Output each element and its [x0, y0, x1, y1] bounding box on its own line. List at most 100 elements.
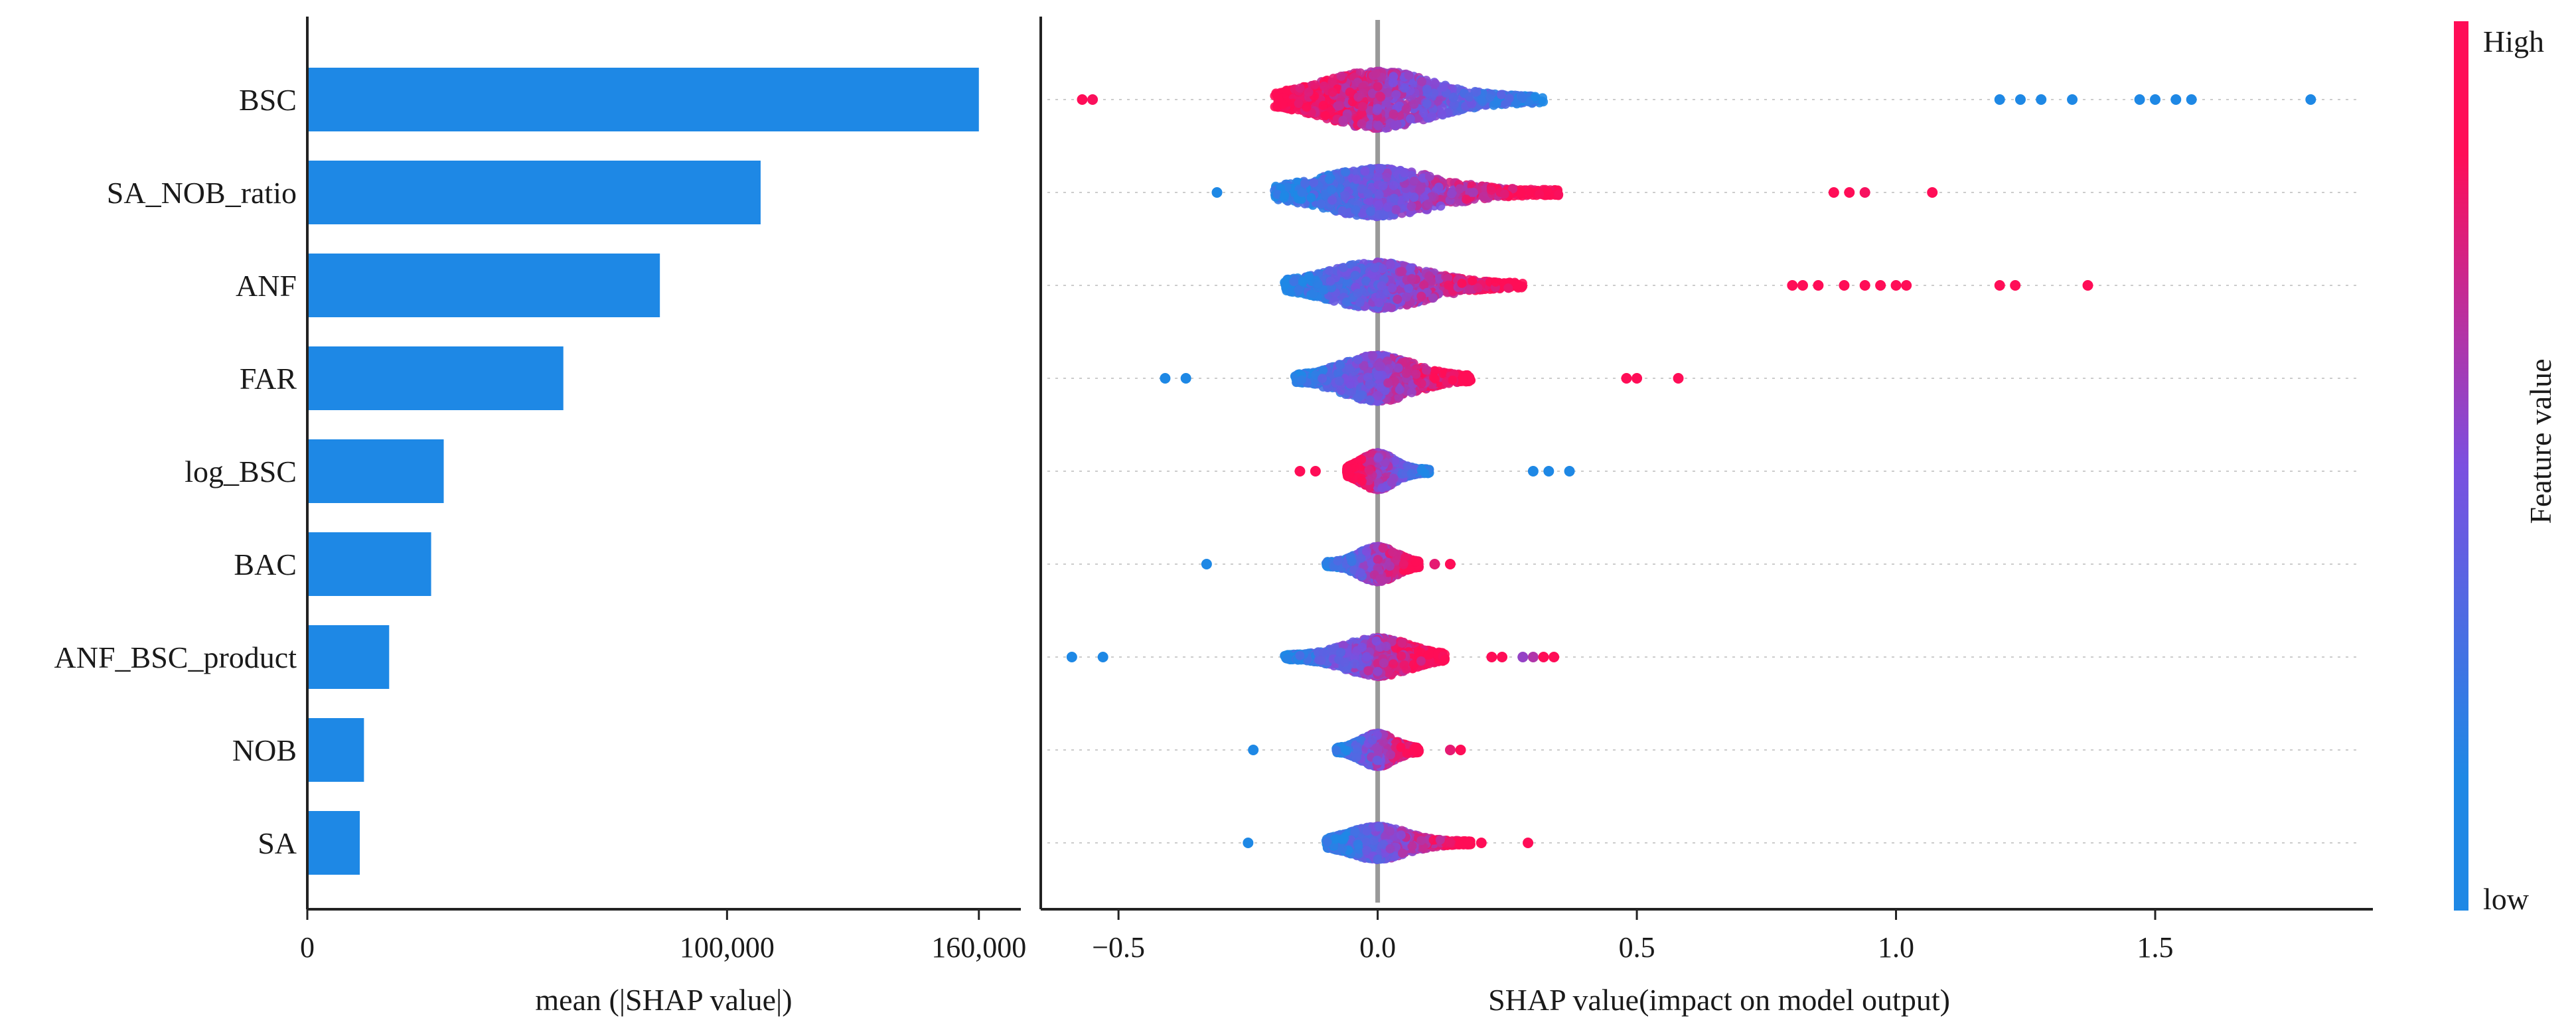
swarm-point: [1486, 185, 1496, 195]
swarm-marks: [1066, 66, 2316, 865]
swarm-outlier-point: [1839, 280, 1850, 291]
swarm-point: [1530, 92, 1540, 102]
bar-bsc: [307, 68, 979, 131]
swarm-point: [1406, 273, 1416, 283]
swarm-point: [1373, 171, 1383, 181]
swarm-outlier-point: [2067, 94, 2078, 105]
swarm-point: [1355, 297, 1365, 307]
swarm-point: [1286, 287, 1296, 297]
swarm-point: [1327, 195, 1337, 205]
swarm-outlier-point: [1844, 187, 1855, 198]
bar-x-tick-label: 160,000: [931, 931, 1026, 964]
bar-far: [307, 346, 564, 410]
swarm-point: [1326, 276, 1335, 286]
swarm-point: [1503, 283, 1513, 293]
bar-nob: [307, 718, 364, 782]
swarm-point: [1499, 189, 1509, 199]
swarm-point: [1310, 80, 1320, 90]
swarm-outlier-point: [2186, 94, 2197, 105]
swarm-point: [1393, 294, 1402, 304]
swarm-point: [1386, 259, 1396, 269]
bar-x-ticks: 0 100,000 160,000: [300, 909, 1026, 964]
swarm-point: [1405, 114, 1415, 124]
swarm-point: [1535, 189, 1545, 199]
swarm-outlier-point: [2134, 94, 2145, 105]
swarm-outlier-point: [2010, 280, 2021, 291]
swarm-point: [1389, 181, 1399, 190]
swarm-point: [1464, 92, 1474, 102]
swarm-point: [1335, 101, 1345, 111]
swarm-point: [1391, 204, 1401, 214]
swarm-point: [1424, 171, 1434, 181]
swarm-point: [1337, 206, 1347, 216]
bar-log-bsc: [307, 439, 444, 503]
swarm-outlier-point: [2305, 94, 2316, 105]
swarm-point: [1399, 168, 1409, 178]
bar-category-label: SA: [258, 826, 297, 860]
swarm-point: [1308, 289, 1318, 299]
swarm-outlier-point: [1077, 94, 1088, 105]
swarm-outlier-point: [1087, 94, 1099, 105]
swarm-point: [1526, 187, 1536, 197]
swarm-outlier-point: [1994, 94, 2005, 105]
beeswarm-panel: −0.5 0.0 0.5 1.0 1.5 SHAP value(impact on mo…: [1039, 17, 2373, 1017]
bar-category-label: FAR: [240, 362, 297, 396]
swarm-point: [1387, 283, 1397, 293]
swarm-point: [1327, 87, 1337, 97]
swarm-point: [1357, 102, 1367, 111]
bar-category-label: NOB: [232, 733, 297, 767]
swarm-point: [1409, 176, 1419, 186]
swarm-point: [1278, 100, 1288, 110]
swarm-point: [1464, 285, 1474, 295]
swarm-outlier-point: [1211, 187, 1223, 198]
swarm-point: [1338, 262, 1348, 272]
swarm-point: [1501, 100, 1511, 110]
swarm-point: [1437, 109, 1447, 119]
swarm-point: [1338, 115, 1348, 125]
swarm-point: [1360, 166, 1370, 176]
swarm-point: [1422, 99, 1432, 109]
swarm-point: [1434, 183, 1444, 192]
swarm-point: [1357, 184, 1367, 194]
swarm-point: [1341, 167, 1351, 177]
swarm-point: [1336, 71, 1346, 81]
swarm-point: [1404, 70, 1414, 80]
swarm-outlier-point: [2014, 94, 2026, 105]
swarm-point: [1357, 119, 1367, 129]
swarm-point: [1404, 283, 1414, 293]
bar-chart-panel: BSCSA_NOB_ratioANFFARlog_BSCBACANF_BSC_p…: [54, 17, 1026, 1017]
swarm-point: [1468, 276, 1477, 286]
swarm-outlier-point: [1875, 280, 1886, 291]
swarm-outlier-point: [1859, 280, 1870, 291]
bar-sa: [307, 811, 360, 875]
swarm-point: [1424, 271, 1434, 281]
swarm-point: [1406, 202, 1416, 212]
swarm-point: [1543, 186, 1553, 196]
swarm-point: [1428, 293, 1438, 303]
swarm-row-bsc: [1077, 66, 2316, 133]
swarm-point: [1373, 121, 1383, 131]
swarm-point: [1318, 100, 1328, 110]
bar-anf: [307, 254, 660, 317]
swarm-point: [1406, 263, 1416, 273]
swarm-outlier-point: [1890, 280, 1902, 291]
swarm-point: [1373, 82, 1383, 92]
swarm-outlier-point: [2150, 94, 2161, 105]
swarm-point: [1436, 201, 1446, 211]
swarm-point: [1351, 175, 1361, 185]
swarm-point: [1320, 111, 1330, 121]
swarm-point: [1416, 76, 1426, 86]
swarm-outlier-point: [1813, 280, 1824, 291]
swarm-point: [1378, 181, 1388, 190]
swarm-point: [1554, 189, 1564, 199]
swarm-outlier-point: [1828, 187, 1839, 198]
swarm-point: [1446, 189, 1456, 199]
swarm-point: [1304, 87, 1314, 97]
swarm-point: [1297, 187, 1307, 197]
bar-x-tick-label: 100,000: [680, 931, 775, 964]
swarm-point: [1438, 82, 1448, 92]
swarm-point: [1289, 277, 1299, 287]
swarm-point: [1455, 184, 1465, 194]
swarm-point: [1327, 185, 1337, 194]
swarm-point: [1374, 298, 1384, 308]
